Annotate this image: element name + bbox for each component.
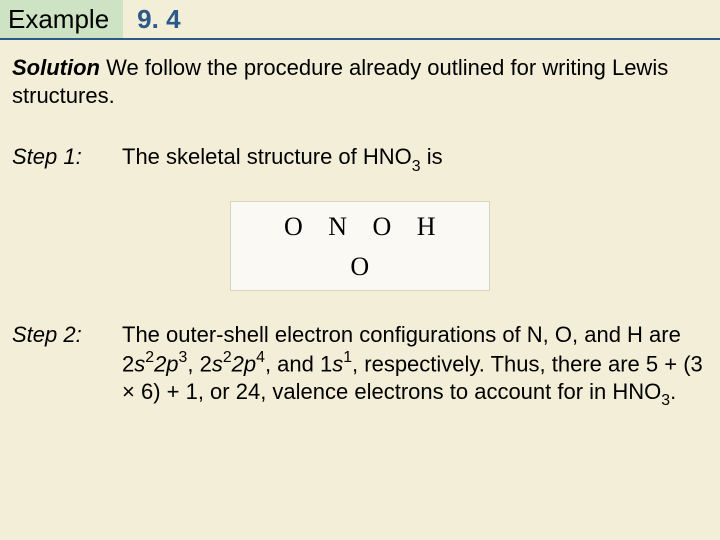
step-2-label: Step 2: <box>12 321 122 410</box>
step-1-label: Step 1: <box>12 143 122 175</box>
solution-intro: Solution We follow the procedure already… <box>0 40 720 109</box>
step-2-subscript: 3 <box>661 392 670 409</box>
cfg1-s-sup: 2 <box>145 349 154 366</box>
cfg1-p: 2p <box>154 351 178 376</box>
step-1-text-after: is <box>421 144 443 169</box>
cfg3-s: s <box>332 351 343 376</box>
structure-row-2: O <box>231 252 489 282</box>
example-header: Example 9. 4 <box>0 0 720 40</box>
step-1-subscript: 3 <box>412 158 421 175</box>
cfg2-p-sup: 4 <box>256 349 265 366</box>
solution-text: We follow the procedure already outlined… <box>12 55 668 108</box>
step-2-content: The outer-shell electron configurations … <box>122 321 708 410</box>
cfg2-s: s <box>212 351 223 376</box>
step-2-part-c: , and 1 <box>265 351 332 376</box>
cfg3-s-sup: 1 <box>343 349 352 366</box>
step-1: Step 1: The skeletal structure of HNO3 i… <box>0 143 720 175</box>
step-1-text-before: The skeletal structure of HNO <box>122 144 412 169</box>
step-1-content: The skeletal structure of HNO3 is <box>122 143 708 175</box>
step-2-part-e: . <box>670 379 676 404</box>
cfg2-p: 2p <box>232 351 256 376</box>
example-label: Example <box>0 0 123 38</box>
structure-row-1: O N O H <box>231 212 489 242</box>
cfg1-s: s <box>134 351 145 376</box>
solution-label: Solution <box>12 55 100 80</box>
example-number: 9. 4 <box>123 0 180 38</box>
skeletal-structure: O N O H O <box>230 201 490 291</box>
step-2: Step 2: The outer-shell electron configu… <box>0 321 720 410</box>
cfg1-p-sup: 3 <box>179 349 188 366</box>
cfg2-s-sup: 2 <box>223 349 232 366</box>
step-2-part-b: , 2 <box>187 351 211 376</box>
